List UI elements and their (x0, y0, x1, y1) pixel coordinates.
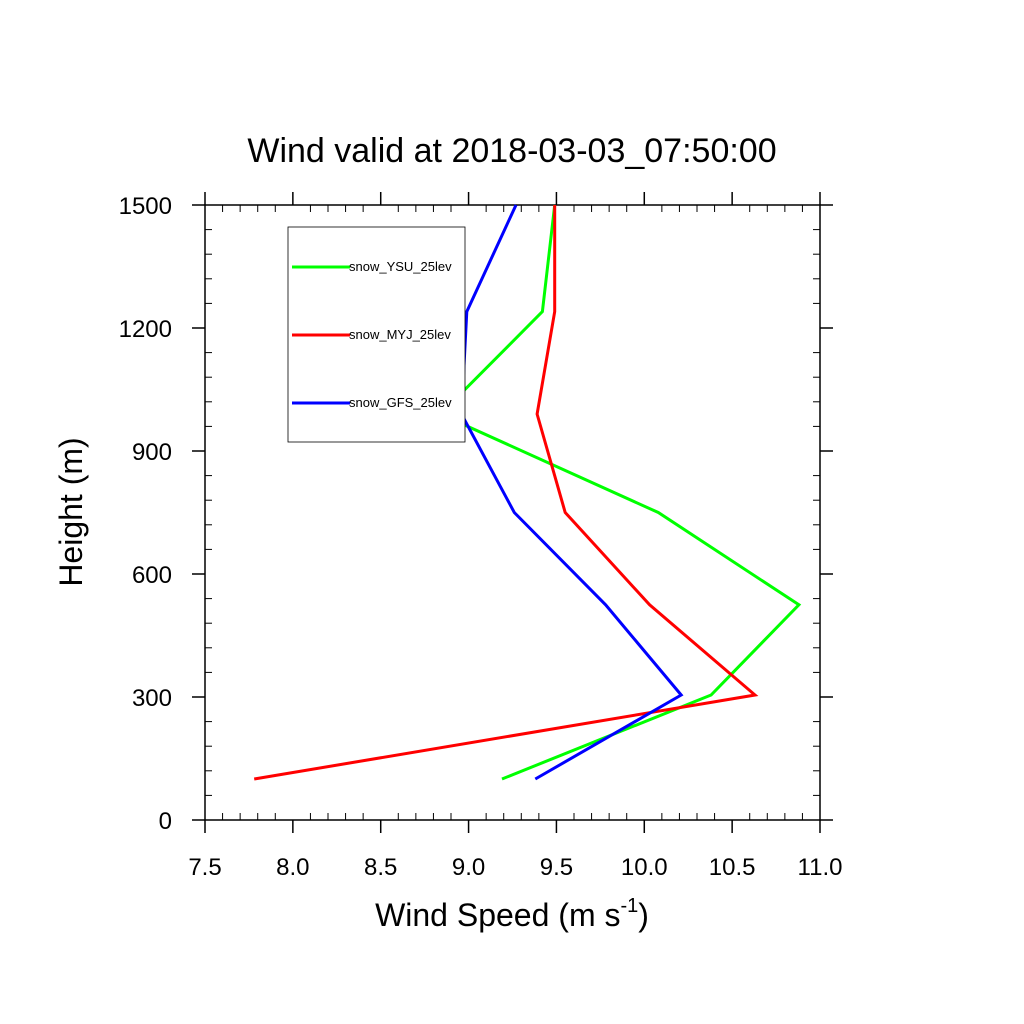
y-tick-label: 1200 (119, 316, 172, 343)
x-tick-label: 11.0 (798, 854, 843, 881)
plot-frame (204, 204, 821, 821)
x-axis-label: Wind Speed (m s-1) (375, 895, 649, 933)
chart-title: Wind valid at 2018-03-03_07:50:00 (247, 132, 776, 170)
plot-area: 7.5 8.0 8.5 9.0 9.5 10.0 10.5 11.0 0 300 600 900 120… (119, 192, 843, 881)
legend-label: snow_GFS_25lev (349, 395, 452, 410)
y-tick-label: 1500 (119, 193, 172, 220)
x-tick-label: 9.5 (540, 854, 573, 881)
x-tick-label: 10.0 (621, 854, 668, 881)
series-line-snow_YSU_25lev (437, 204, 802, 781)
x-axis-label-close: ) (638, 897, 649, 933)
y-axis-label: Height (m) (53, 437, 89, 586)
major-ticks (192, 192, 833, 833)
x-tick-label: 10.5 (709, 854, 756, 881)
y-tick-label: 900 (132, 439, 172, 466)
x-axis-label-main: Wind Speed (m s (375, 897, 620, 933)
x-tick-label: 8.0 (276, 854, 309, 881)
series-line-snow_MYJ_25lev (253, 205, 759, 781)
series-lines (253, 204, 802, 781)
y-tick-label: 0 (159, 808, 172, 835)
y-tick-label: 600 (132, 562, 172, 589)
legend-label: snow_MYJ_25lev (349, 327, 451, 342)
legend: snow_YSU_25lev snow_MYJ_25lev snow_GFS_25l… (287, 226, 466, 443)
minor-ticks (205, 205, 820, 820)
x-tick-label: 9.0 (452, 854, 485, 881)
legend-label: snow_YSU_25lev (349, 259, 452, 274)
x-axis-label-superscript: -1 (620, 895, 638, 917)
x-tick-label: 8.5 (364, 854, 397, 881)
x-tick-label: 7.5 (188, 854, 221, 881)
tick-labels: 7.5 8.0 8.5 9.0 9.5 10.0 10.5 11.0 0 300 600 900 120… (119, 193, 843, 881)
y-tick-label: 300 (132, 685, 172, 712)
series-line-snow_GFS_25lev (459, 204, 684, 781)
